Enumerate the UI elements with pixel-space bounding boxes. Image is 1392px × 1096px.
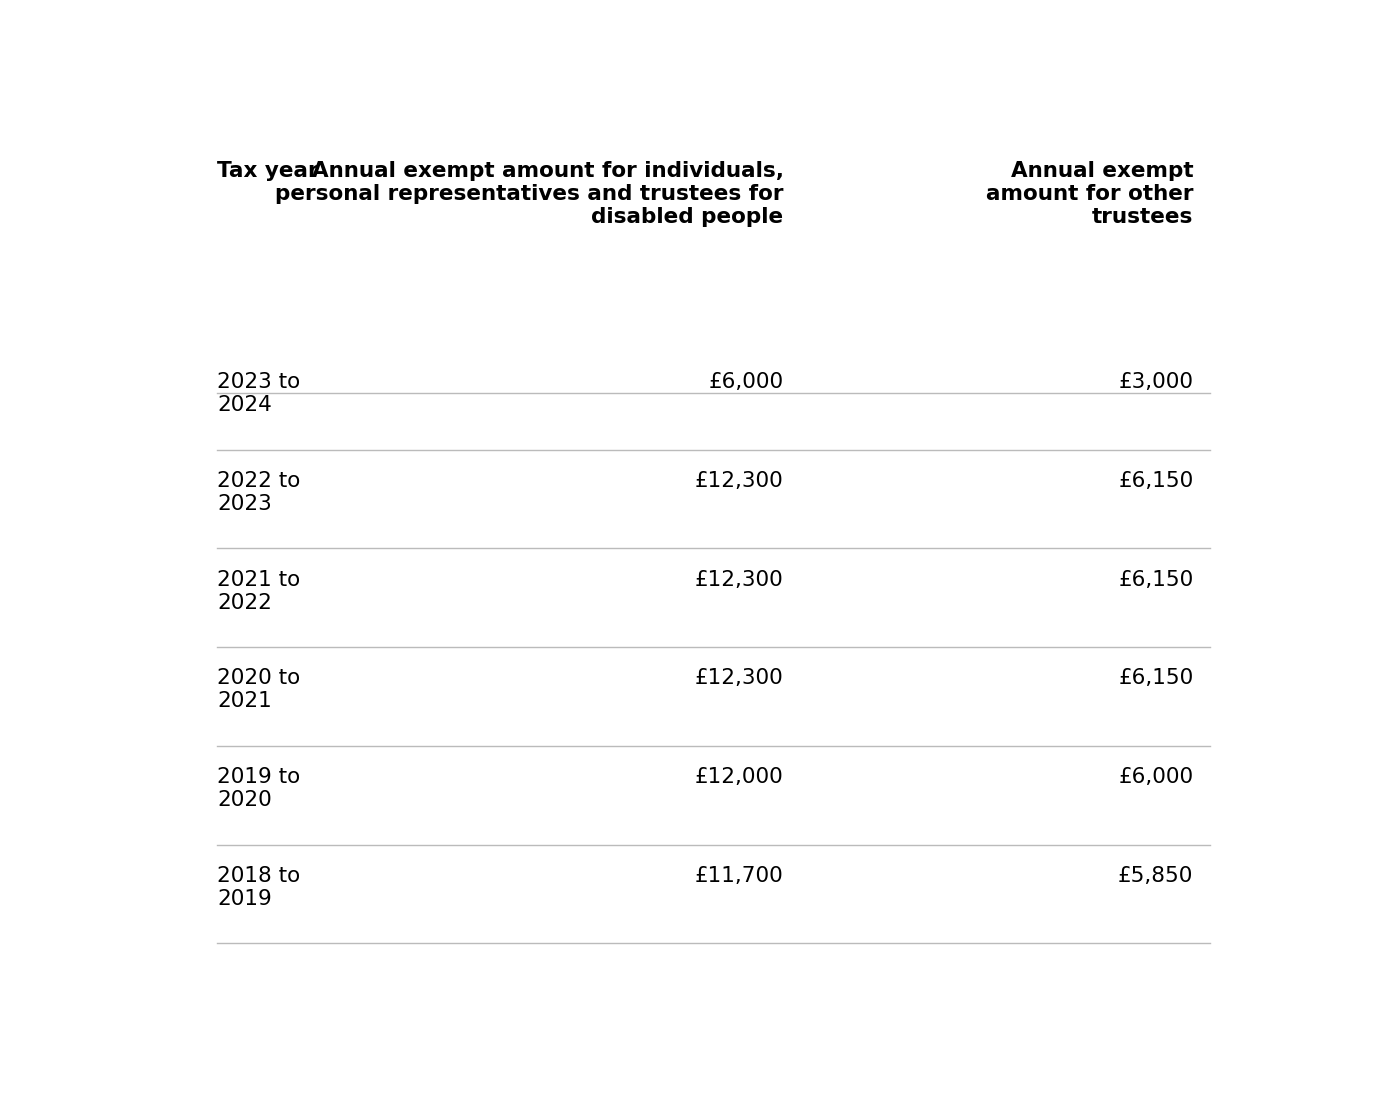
- Text: £5,850: £5,850: [1118, 866, 1193, 886]
- Text: £3,000: £3,000: [1118, 372, 1193, 392]
- Text: Tax year: Tax year: [217, 161, 319, 181]
- Text: 2022 to
2023: 2022 to 2023: [217, 471, 301, 514]
- Text: £11,700: £11,700: [695, 866, 784, 886]
- Text: 2021 to
2022: 2021 to 2022: [217, 570, 301, 613]
- Text: Annual exempt amount for individuals,
personal representatives and trustees for
: Annual exempt amount for individuals, pe…: [276, 161, 784, 228]
- Text: £12,300: £12,300: [695, 669, 784, 688]
- Text: £6,000: £6,000: [709, 372, 784, 392]
- Text: 2020 to
2021: 2020 to 2021: [217, 669, 301, 711]
- Text: £12,300: £12,300: [695, 570, 784, 590]
- Text: £6,150: £6,150: [1118, 570, 1193, 590]
- Text: £6,000: £6,000: [1118, 767, 1193, 787]
- Text: £6,150: £6,150: [1118, 669, 1193, 688]
- Text: £6,150: £6,150: [1118, 471, 1193, 491]
- Text: 2018 to
2019: 2018 to 2019: [217, 866, 301, 909]
- Text: £12,300: £12,300: [695, 471, 784, 491]
- Text: 2023 to
2024: 2023 to 2024: [217, 372, 301, 415]
- Text: 2019 to
2020: 2019 to 2020: [217, 767, 301, 810]
- Text: £12,000: £12,000: [695, 767, 784, 787]
- Text: Annual exempt
amount for other
trustees: Annual exempt amount for other trustees: [986, 161, 1193, 228]
